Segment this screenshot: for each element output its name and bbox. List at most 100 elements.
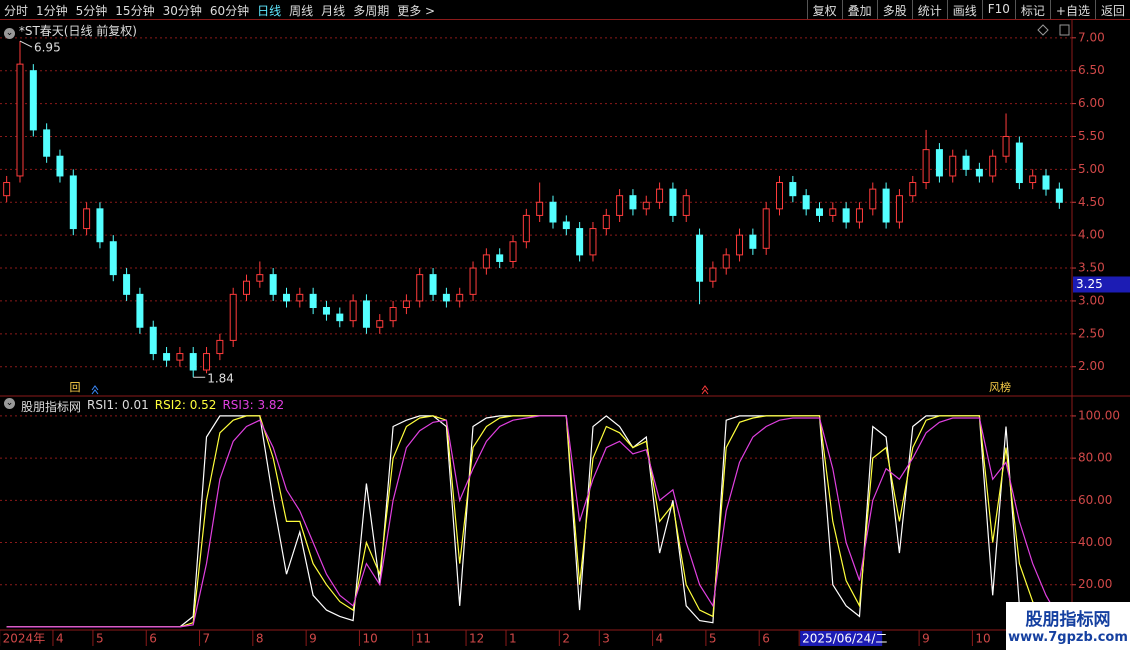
y-tick-label: 4.50 (1078, 195, 1105, 209)
x-tick-label: 12 (469, 632, 484, 646)
candle-body (855, 208, 863, 223)
y-tick-label: 6.50 (1078, 63, 1105, 77)
x-tick-label: 1 (509, 632, 517, 646)
chart-title: *ST春天(日线 前复权) (18, 24, 137, 38)
x-tick-label: 5 (96, 632, 104, 646)
candle-body (176, 353, 184, 361)
period-tabs: 分时 1分钟 5分钟 15分钟 30分钟 60分钟 日线 周线 月线 多周期 更多 > (4, 2, 435, 19)
period-tab[interactable]: 1分钟 (36, 4, 68, 18)
x-tick-label: 2024年 (3, 632, 46, 646)
candle-body (909, 182, 917, 197)
candle-body (562, 221, 570, 230)
candle-body (469, 267, 477, 295)
candle-body (216, 339, 224, 355)
candle-body (402, 300, 410, 309)
legend-entry: RSI1: 0.01 (87, 398, 149, 412)
x-tick-label: 11 (416, 632, 431, 646)
candle-body (829, 208, 837, 216)
indicator-legend: ⌄ 股朋指标网 RSI1: 0.01 RSI2: 0.52 RSI3: 3.82 (4, 398, 284, 415)
tool-button[interactable]: 返回 (1094, 0, 1130, 19)
tool-button[interactable]: 复权 (806, 0, 842, 19)
candle-body (163, 353, 171, 361)
period-tab[interactable]: 多周期 (353, 4, 390, 18)
candle-body (269, 274, 277, 295)
x-tick-label: 6 (149, 632, 157, 646)
candle-body (1015, 142, 1023, 184)
period-tab[interactable]: 15分钟 (115, 4, 155, 18)
candle-body (536, 201, 544, 216)
indicator-line (6, 415, 1060, 628)
candle-body (362, 300, 370, 328)
collapse-icon[interactable]: ⌄ (4, 28, 15, 39)
tool-button[interactable]: 统计 (911, 0, 947, 19)
tool-button[interactable]: +自选 (1049, 0, 1095, 19)
candle-body (522, 214, 530, 243)
collapse-icon[interactable]: ⌄ (4, 398, 15, 409)
candle-body (322, 307, 330, 315)
candle-body (549, 201, 557, 223)
indicator-line (6, 415, 1060, 628)
candle-body (496, 254, 504, 262)
high-pointer (19, 40, 33, 48)
candle-body (136, 293, 144, 328)
chart-title-bar: ⌄ *ST春天(日线 前复权) (4, 22, 137, 39)
period-tab[interactable]: 更多 > (397, 4, 436, 18)
period-tab[interactable]: 分时 (4, 4, 29, 18)
tool-button[interactable]: 多股 (876, 0, 912, 19)
candle-body (642, 201, 650, 210)
period-tab[interactable]: 5分钟 (75, 4, 108, 18)
y-tick-label: 3.50 (1078, 261, 1105, 275)
candle-body (949, 155, 957, 177)
tool-button[interactable]: F10 (981, 0, 1015, 19)
period-tab[interactable]: 30分钟 (162, 4, 202, 18)
y-tick-label: 100.00 (1078, 408, 1120, 422)
candle-body (1002, 135, 1010, 157)
y-tick-label: 20.00 (1078, 577, 1112, 591)
event-marker: 回 (70, 381, 81, 394)
x-tick-label: 4 (656, 632, 664, 646)
candle-body (336, 313, 344, 322)
window-icon[interactable] (1059, 24, 1070, 36)
candle-body (189, 353, 197, 371)
candle-body (935, 149, 943, 177)
period-tab[interactable]: 周线 (289, 4, 314, 18)
x-tick-label: 10 (362, 632, 377, 646)
indicator-title: 股朋指标网 (21, 400, 82, 414)
cursor-price-label: 3.25 (1076, 277, 1103, 291)
candle-body (16, 63, 24, 177)
candle-body (83, 208, 91, 230)
x-tick-label: 3 (602, 632, 610, 646)
period-tab[interactable]: 月线 (321, 4, 346, 18)
tool-button[interactable]: 画线 (946, 0, 982, 19)
low-label: 1.84 (207, 372, 234, 386)
candle-body (815, 208, 823, 216)
x-tick-label: 2025/06/24/二 (802, 632, 887, 646)
diamond-icon[interactable] (1037, 24, 1049, 36)
y-tick-label: 6.00 (1078, 96, 1105, 110)
signal-arrow (91, 385, 99, 395)
candle-body (895, 195, 903, 223)
candle-body (709, 267, 717, 282)
cursor-price-box (1073, 276, 1130, 293)
candle-body (1042, 175, 1050, 190)
period-tab[interactable]: 60分钟 (209, 4, 250, 18)
candle-body (842, 208, 850, 223)
period-tab[interactable]: 日线 (257, 4, 282, 18)
candle-body (109, 241, 117, 276)
x-tick-label: 6 (762, 632, 770, 646)
high-label: 6.95 (34, 41, 61, 55)
tool-button[interactable]: 叠加 (841, 0, 877, 19)
candle-body (762, 208, 770, 249)
indicator-line (6, 415, 1060, 628)
candle-body (3, 182, 11, 197)
x-tick-label: 10 (975, 632, 990, 646)
signal-arrow (701, 385, 709, 395)
candle-body (869, 188, 877, 210)
legend-entry: RSI3: 3.82 (222, 398, 285, 412)
tool-button[interactable]: 标记 (1014, 0, 1050, 19)
legend-entry: RSI2: 0.52 (154, 398, 217, 412)
candle-body (696, 234, 704, 282)
candle-body (256, 274, 264, 282)
candle-body (123, 274, 131, 295)
